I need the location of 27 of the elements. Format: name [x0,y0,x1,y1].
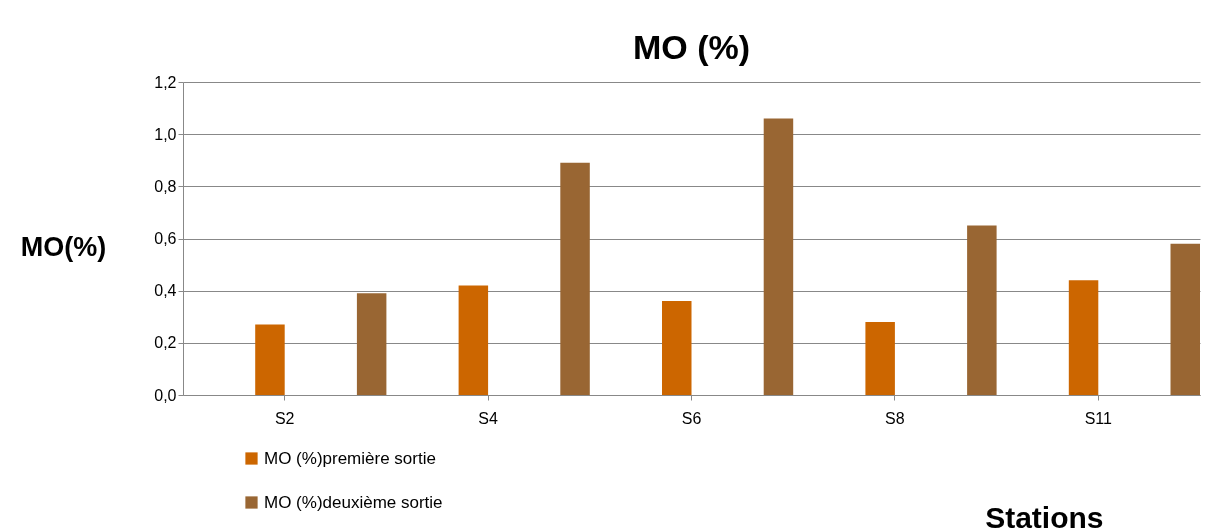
bar [1170,243,1200,395]
y-tick-label: 1,0 [154,125,177,143]
x-axis-title: Stations [985,500,1104,530]
y-tick-label: 0,4 [154,282,177,300]
chart-title: MO (%) [632,28,751,66]
y-tick-label: 0,8 [154,177,177,195]
bar [560,162,590,395]
bar [255,324,285,395]
y-tick-label: 0,2 [154,334,177,352]
x-tick-label: S4 [478,409,498,427]
bar [662,301,692,395]
x-tick-label: S6 [681,409,702,427]
bar [763,118,794,395]
bar [865,321,895,395]
bar [1068,280,1099,395]
y-axis-title: MO(%) [20,231,107,262]
x-tick-label: S2 [274,409,295,427]
y-tick-label: 1,2 [154,73,177,91]
legend-label: MO (%)deuxième sortie [264,492,443,512]
bar [356,293,387,395]
y-tick-label: 0,6 [154,230,177,247]
x-tick-label: S8 [885,409,905,427]
bar [967,225,997,395]
bar [458,285,489,395]
x-tick-label: S11 [1084,409,1113,427]
legend-label: MO (%)première sortie [264,448,436,468]
y-tick-label: 0,0 [154,386,177,404]
